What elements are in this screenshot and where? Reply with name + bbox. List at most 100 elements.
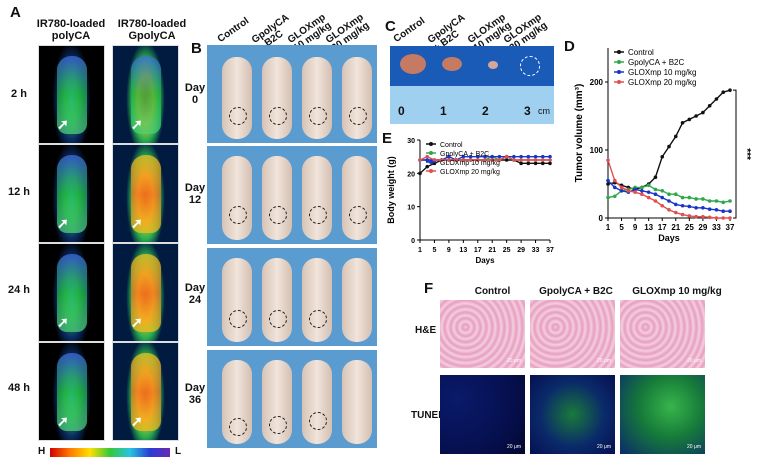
legend-label: GpolyCA + B2C (628, 58, 684, 67)
panel-f-col-control: Control (474, 286, 511, 297)
ir-image-poly-48h: ➚ (38, 342, 105, 441)
ir-image-gpoly-12h: ➚ (112, 144, 179, 243)
panel-f-col-glox10: GLOXmp 10 mg/kg (632, 286, 722, 297)
x-tick-label: 29 (517, 247, 525, 254)
data-point (673, 210, 678, 215)
panel-d-label: D (564, 38, 575, 55)
data-point (526, 161, 531, 166)
data-point (714, 199, 719, 203)
tumor-gpolyca (442, 57, 462, 71)
data-point (447, 158, 451, 162)
y-tick-label: 0 (411, 238, 415, 245)
panel-f-row-he: H&E (415, 325, 437, 336)
legend-label: GpolyCA + B2C (440, 151, 489, 158)
x-tick-label: 37 (546, 247, 554, 254)
data-point (533, 161, 538, 166)
significance-bracket (733, 89, 737, 219)
mouse-photo (262, 156, 292, 240)
mouse-silhouette (57, 353, 87, 431)
he-gpolyca-image: 20 μm (530, 300, 615, 368)
data-point (519, 154, 523, 159)
mouse-photo (302, 258, 332, 342)
data-point (660, 155, 665, 159)
data-point (714, 97, 719, 101)
data-point (721, 209, 726, 213)
data-point (540, 158, 545, 162)
data-point (612, 194, 617, 199)
data-point (680, 121, 685, 125)
colorbar (50, 448, 170, 457)
data-point (490, 158, 495, 162)
colorbar-high-label: H (38, 446, 46, 457)
data-point (425, 164, 430, 169)
series-line (607, 89, 731, 191)
legend-marker (617, 70, 621, 74)
data-point (660, 189, 665, 193)
data-point (475, 158, 480, 162)
data-point (680, 195, 685, 200)
data-point (461, 158, 466, 162)
data-point (432, 158, 437, 162)
mouse-silhouette (131, 56, 161, 134)
ruler-tick-2: 2 (482, 104, 489, 118)
tumor-circle (309, 206, 327, 224)
panel-c-label: C (385, 18, 396, 35)
data-point (483, 158, 487, 162)
data-point (646, 183, 651, 188)
data-point (454, 158, 458, 162)
data-point (707, 199, 712, 203)
data-point (714, 216, 719, 220)
y-tick-label: 200 (590, 78, 604, 87)
y-tick-label: 10 (407, 205, 415, 212)
legend-label: GLOXmp 10 mg/kg (440, 160, 500, 167)
legend-label: Control (440, 142, 463, 149)
legend-marker (429, 142, 433, 146)
tumor-circle (309, 310, 327, 328)
tunel-control-image: 20 μm (440, 375, 525, 454)
mouse-photo (222, 258, 252, 342)
data-point (633, 187, 637, 192)
photo-day0 (207, 45, 377, 143)
data-point (701, 206, 705, 210)
data-point (646, 190, 651, 194)
tumor-circle (349, 107, 367, 125)
data-point (526, 158, 531, 162)
arrow-icon: ➚ (57, 413, 69, 429)
x-tick-label: 33 (532, 247, 540, 254)
data-point (694, 114, 698, 118)
data-point (694, 214, 698, 219)
ir-image-gpoly-24h: ➚ (112, 243, 179, 342)
data-point (425, 158, 430, 162)
data-point (612, 178, 617, 183)
data-point (667, 192, 671, 196)
legend-marker (617, 80, 621, 84)
x-tick-label: 9 (633, 223, 638, 232)
data-point (418, 158, 422, 162)
ruler (390, 86, 554, 124)
tumor-circle (309, 107, 327, 125)
data-point (721, 200, 726, 205)
y-tick-label: 30 (407, 138, 415, 145)
x-tick-label: 21 (671, 223, 680, 232)
panel-f-label: F (424, 280, 434, 297)
mouse-photo (222, 57, 252, 139)
data-point (619, 185, 624, 190)
scale-bar: 20 μm (597, 358, 611, 364)
mouse-photo (342, 57, 372, 139)
data-point (468, 158, 473, 162)
panel-b-day0: Day 0 (184, 82, 206, 106)
panel-c-header-glox20: GLOXmp 20 mg/kg (501, 11, 550, 54)
data-point (660, 203, 665, 208)
ruler-tick-3: 3 (524, 104, 531, 118)
data-point (425, 154, 430, 159)
ir-image-poly-12h: ➚ (38, 144, 105, 243)
data-point (667, 208, 671, 212)
arrow-icon: ➚ (57, 215, 69, 231)
data-point (701, 197, 705, 201)
data-point (728, 209, 732, 213)
tumor-circle (229, 310, 247, 328)
tumor-circle (269, 107, 287, 125)
scale-bar: 20 μm (597, 444, 611, 450)
x-tick-label: 1 (606, 223, 611, 232)
data-point (461, 154, 466, 159)
